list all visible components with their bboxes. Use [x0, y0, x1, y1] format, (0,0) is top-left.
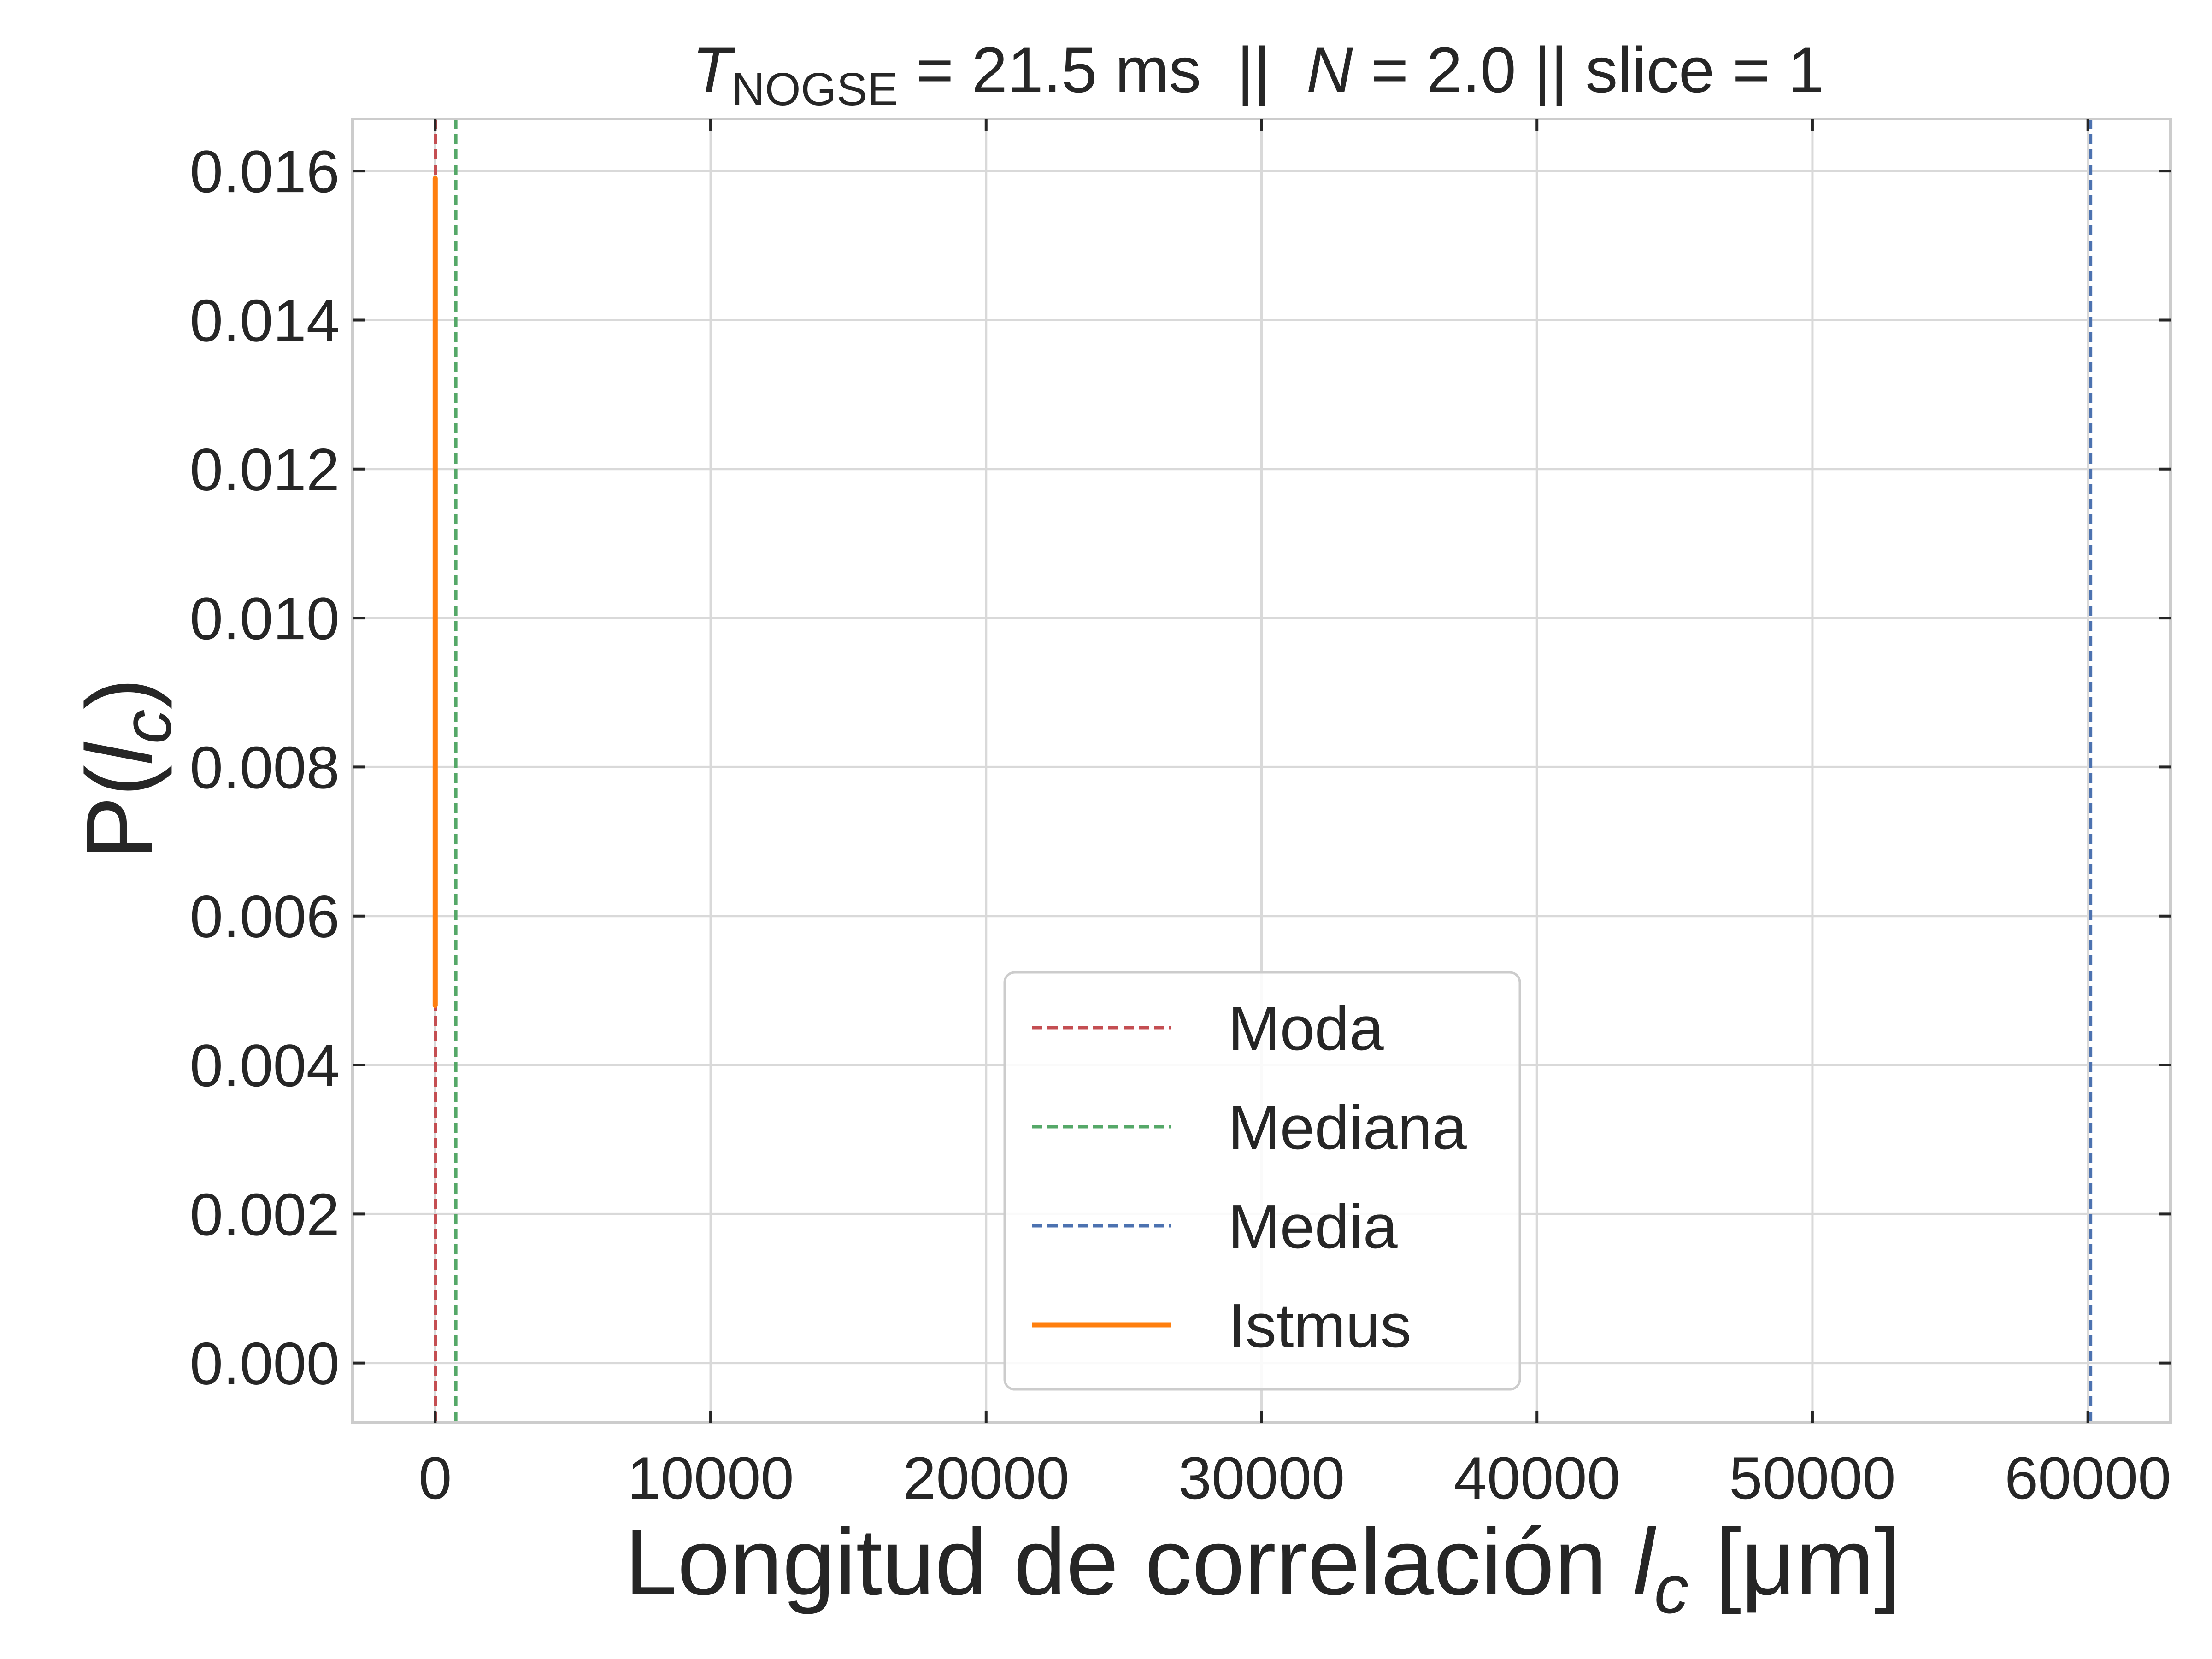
y-tick-label: 0.012	[190, 436, 340, 503]
x-tick-label: 0	[418, 1444, 452, 1512]
y-axis-label: P(lc)	[67, 678, 185, 859]
y-tick-label: 0.006	[190, 883, 340, 950]
plot-area	[432, 119, 2093, 1423]
title-t-subscript: NOGSE	[732, 64, 898, 115]
y-tick-label: 0.010	[190, 585, 340, 652]
ylabel-symbol: l	[67, 741, 172, 765]
title-t-value: = 21.5 ms ||	[898, 34, 1306, 106]
xlabel-subscript: c	[1654, 1550, 1688, 1628]
xlabel-suffix: [μm]	[1688, 1509, 1900, 1615]
grid	[353, 119, 2171, 1423]
xlabel-prefix: Longitud de correlación	[625, 1509, 1633, 1615]
ylabel-subscript: c	[108, 709, 185, 744]
y-tick-label: 0.014	[190, 287, 340, 354]
legend-label-moda: Moda	[1228, 994, 1384, 1063]
ticks: 0 10000 20000 30000 40000 50000 60000 0.000 0.00…	[190, 119, 2171, 1512]
y-tick-label: 0.016	[190, 138, 340, 205]
y-tick-label: 0.004	[190, 1032, 340, 1099]
legend-label-media: Media	[1228, 1192, 1398, 1261]
title-n-value: = 2.0 || slice = 1	[1353, 34, 1824, 106]
legend-box	[1003, 971, 1521, 1391]
x-tick-label: 10000	[627, 1444, 794, 1512]
x-tick-label: 40000	[1453, 1444, 1620, 1512]
ylabel-suffix: )	[67, 678, 172, 709]
legend-label-mediana: Mediana	[1228, 1093, 1467, 1162]
legend: Moda Mediana Media Istmus	[1003, 971, 1521, 1391]
y-tick-label: 0.002	[190, 1181, 340, 1248]
x-axis-label: Longitud de correlación lc [μm]	[625, 1509, 1900, 1628]
x-tick-label: 60000	[2005, 1444, 2171, 1512]
y-tick-label: 0.008	[190, 734, 340, 801]
title-t-symbol: T	[692, 34, 735, 106]
xlabel-symbol: l	[1633, 1509, 1657, 1615]
x-tick-label: 50000	[1729, 1444, 1896, 1512]
x-tick-label: 30000	[1178, 1444, 1345, 1512]
y-tick-label: 0.000	[190, 1330, 340, 1397]
legend-label-istmus: Istmus	[1228, 1291, 1412, 1360]
chart-title: TNOGSE = 21.5 ms || N = 2.0 || slice = 1	[692, 34, 1824, 115]
x-tick-label: 20000	[903, 1444, 1070, 1512]
ylabel-prefix: P(	[67, 765, 172, 859]
title-n-symbol: N	[1306, 34, 1353, 106]
